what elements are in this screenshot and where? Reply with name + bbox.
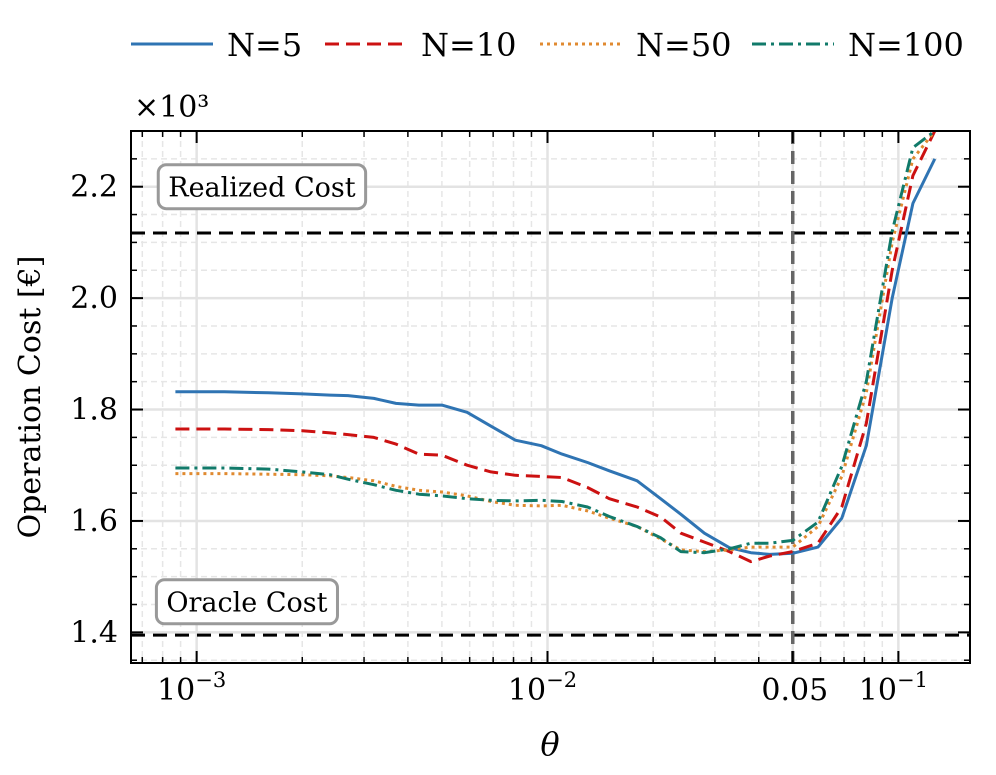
plot-frame bbox=[130, 130, 971, 664]
y-tick-label: 2.0 bbox=[70, 281, 118, 316]
oracle-cost-label: Oracle Cost bbox=[166, 588, 327, 619]
legend-label: N=10 bbox=[421, 26, 517, 64]
y-tick-label: 1.8 bbox=[70, 393, 118, 428]
legend-label: N=50 bbox=[636, 26, 732, 64]
axis-ticks bbox=[131, 130, 970, 663]
x-tick-label: 0.05 bbox=[761, 673, 828, 708]
legend-label: N=100 bbox=[848, 26, 964, 64]
y-tick-label: 1.6 bbox=[70, 504, 118, 539]
reference-lines bbox=[131, 131, 970, 663]
x-axis-label: θ bbox=[540, 725, 559, 763]
series-line-n-10 bbox=[175, 131, 937, 564]
oracle-cost-box bbox=[154, 578, 339, 626]
x-tick-label: 10−2 bbox=[508, 668, 577, 708]
x-tick-label: 10−3 bbox=[157, 668, 226, 708]
series-line-n-50 bbox=[175, 131, 936, 554]
realized-cost-box bbox=[156, 163, 368, 211]
y-tick-label: 1.4 bbox=[70, 615, 118, 650]
y-axis-label: Operation Cost [€] bbox=[13, 256, 48, 539]
x-tick-labels: 10−3 10−2 0.05 10−1 bbox=[157, 668, 928, 708]
annotations: Realized Cost Oracle Cost bbox=[154, 163, 368, 626]
legend: N=5 N=10 N=50 N=100 bbox=[131, 26, 964, 64]
y-multiplier-label: ×10³ bbox=[134, 90, 209, 125]
series-line-n-5 bbox=[175, 158, 937, 556]
series-line-n-100 bbox=[175, 131, 936, 555]
realized-cost-label: Realized Cost bbox=[168, 173, 356, 204]
series-group bbox=[175, 131, 937, 564]
y-tick-labels: 1.4 1.6 1.8 2.0 2.2 bbox=[70, 170, 118, 651]
y-tick-label: 2.2 bbox=[70, 170, 118, 205]
x-tick-label: 10−1 bbox=[859, 668, 928, 708]
legend-label: N=5 bbox=[227, 26, 302, 64]
